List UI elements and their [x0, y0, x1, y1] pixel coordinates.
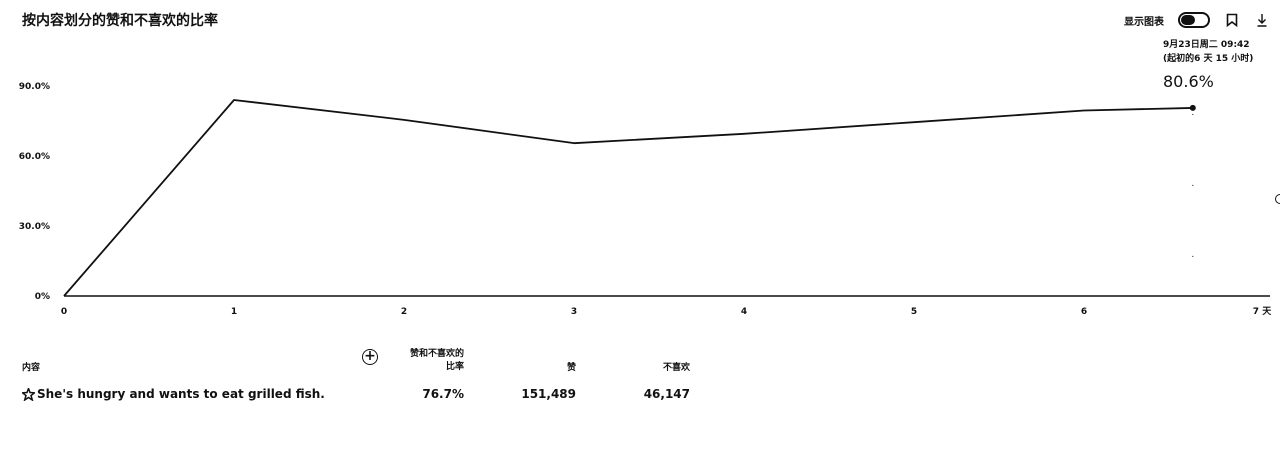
hover-point [1189, 104, 1196, 111]
header-ratio[interactable]: 赞和不喜欢的 比率 [404, 346, 464, 372]
header-likes[interactable]: 赞 [566, 363, 576, 373]
toggle-icon[interactable] [1178, 12, 1210, 28]
row-ratio: 76.7% [422, 387, 464, 401]
chart-toolbar: 显示图表 [1124, 12, 1270, 28]
download-icon[interactable] [1254, 12, 1270, 28]
x-tick-label: 5 [911, 307, 917, 317]
x-tick-label: 4 [741, 307, 747, 317]
chart-title: 按内容划分的赞和不喜欢的比率 [22, 13, 218, 29]
x-tick-label: 0 [61, 307, 67, 317]
x-tick-label: 7 天 [1253, 306, 1272, 317]
row-likes: 151,489 [521, 387, 576, 401]
y-tick-label: 0% [35, 292, 50, 302]
add-column-icon[interactable]: + [362, 349, 378, 365]
tooltip-since: (起初的6 天 15 小时) [1163, 54, 1254, 64]
shorts-icon [20, 386, 37, 404]
row-title[interactable]: She's hungry and wants to eat grilled fi… [37, 387, 325, 401]
header-ratio-line1: 赞和不喜欢的 [409, 349, 464, 359]
header-dislikes[interactable]: 不喜欢 [662, 363, 690, 373]
x-tick-label: 3 [571, 307, 577, 317]
tooltip-date: 9月23日周二 09:42 [1163, 40, 1250, 50]
hover-tooltip: 9月23日周二 09:42 (起初的6 天 15 小时) 80.6% [1163, 38, 1253, 92]
header-ratio-line2: 比率 [445, 362, 464, 372]
header-content[interactable]: 内容 [22, 363, 41, 373]
row-dislikes: 46,147 [643, 387, 690, 401]
x-tick-label: 6 [1081, 307, 1087, 317]
x-tick-label: 1 [231, 307, 237, 317]
y-tick-label: 30.0% [19, 222, 50, 232]
bookmark-icon[interactable] [1224, 12, 1240, 28]
show-chart-label: 显示图表 [1124, 16, 1164, 28]
edge-scroll-icon[interactable] [1275, 194, 1280, 204]
y-tick-label: 60.0% [19, 152, 50, 162]
tooltip-value: 80.6% [1163, 72, 1214, 91]
series-line [63, 99, 1193, 297]
line-chart: 0% 30.0% 60.0% 90.0% 0 1 2 3 4 5 6 7 天 [19, 82, 1272, 317]
x-tick-label: 2 [401, 307, 407, 317]
y-tick-label: 90.0% [19, 82, 50, 92]
